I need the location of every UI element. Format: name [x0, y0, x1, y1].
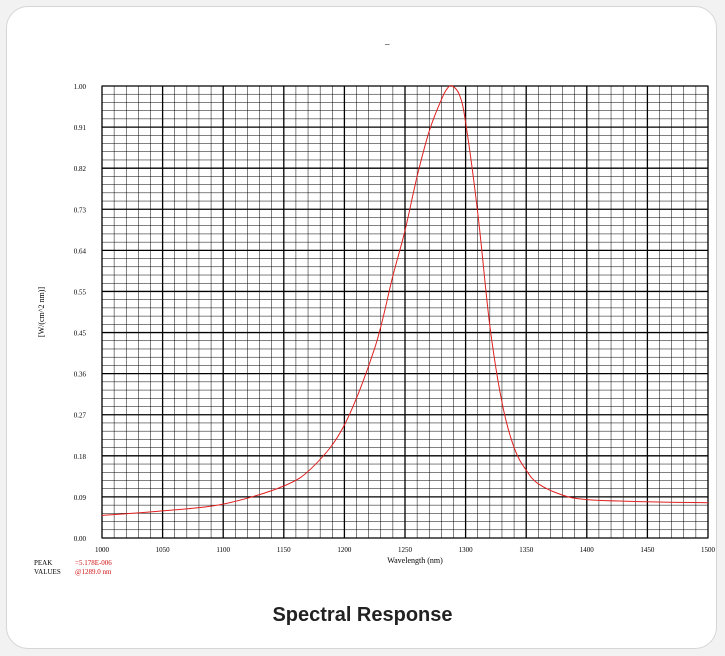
legend-label: – [384, 39, 390, 49]
peak-label: PEAK [34, 559, 52, 567]
x-tick-label: 1150 [277, 546, 291, 554]
y-tick-label: 0.82 [74, 165, 87, 173]
x-tick-label: 1500 [701, 546, 716, 554]
y-axis-title: [W/(cm^2 nm)] [37, 287, 46, 338]
peak-wavelength: @1289.0 nm [75, 568, 112, 576]
chart-card [6, 6, 717, 649]
y-tick-labels: 0.00 0.09 0.18 0.27 0.36 0.45 0.55 0.64 0.73 0.82… [74, 83, 87, 543]
y-tick-label: 0.36 [74, 371, 87, 379]
x-axis-title: Wavelength (nm) [387, 556, 443, 565]
x-tick-label: 1300 [459, 546, 474, 554]
y-tick-label: 0.09 [74, 494, 87, 502]
chart-caption: Spectral Response [272, 604, 453, 626]
y-tick-label: 0.91 [74, 124, 87, 132]
x-tick-labels: 1000 1050 1100 1150 1200 1250 1300 1350 1400 1450… [95, 546, 716, 554]
values-label: VALUES [34, 568, 61, 576]
y-tick-label: 1.00 [74, 83, 87, 91]
x-tick-label: 1250 [398, 546, 413, 554]
x-tick-label: 1000 [95, 546, 110, 554]
y-tick-label: 0.27 [74, 412, 87, 420]
x-tick-label: 1450 [640, 546, 655, 554]
x-tick-label: 1200 [337, 546, 352, 554]
y-tick-label: 0.18 [74, 453, 87, 461]
x-tick-label: 1400 [580, 546, 595, 554]
y-tick-label: 0.73 [74, 206, 87, 214]
x-tick-label: 1050 [156, 546, 171, 554]
x-tick-label: 1100 [216, 546, 230, 554]
y-tick-label: 0.45 [74, 330, 87, 338]
y-tick-label: 0.55 [74, 288, 87, 296]
series-line [101, 85, 709, 516]
y-tick-label: 0.64 [74, 247, 87, 255]
x-tick-label: 1350 [519, 546, 534, 554]
major-grid [101, 85, 709, 539]
plot-frame [101, 85, 709, 539]
y-tick-label: 0.00 [74, 535, 87, 543]
minor-grid [102, 86, 708, 538]
peak-value: =5.178E-006 [75, 559, 112, 567]
